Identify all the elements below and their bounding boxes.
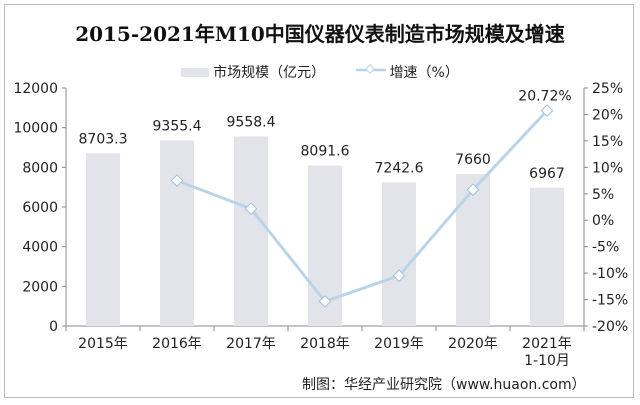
bar-value-label: 8703.3 bbox=[79, 131, 128, 147]
growth-line bbox=[176, 109, 549, 304]
right-tick-label: 10% bbox=[592, 160, 623, 176]
chart-frame bbox=[4, 4, 634, 398]
right-tick-label: -20% bbox=[592, 319, 628, 335]
right-tick-label: -10% bbox=[592, 266, 628, 282]
right-tick-label: -5% bbox=[592, 240, 619, 256]
growth-point bbox=[466, 183, 480, 197]
bar-value-label: 9355.4 bbox=[153, 118, 202, 134]
x-tick-label: 2020年 bbox=[448, 336, 498, 352]
left-tick-label: 10000 bbox=[13, 121, 58, 137]
source-note: 制图：华经产业研究院（www.huaon.com） bbox=[302, 377, 586, 393]
bar bbox=[86, 153, 120, 326]
left-tick-label: 6000 bbox=[22, 200, 58, 216]
x-tick-label: 2018年 bbox=[300, 336, 350, 352]
legend-line-label: 增速（%） bbox=[389, 65, 459, 81]
left-tick-label: 12000 bbox=[13, 81, 58, 97]
left-tick-label: 4000 bbox=[22, 240, 58, 256]
growth-point bbox=[244, 202, 258, 216]
legend: 市场规模（亿元） 增速（%） bbox=[0, 62, 640, 82]
bar bbox=[382, 182, 416, 326]
left-tick-label: 0 bbox=[49, 319, 58, 335]
bar bbox=[160, 140, 194, 326]
growth-point bbox=[392, 269, 406, 283]
x-tick-label: 2021年 bbox=[522, 336, 572, 352]
bar bbox=[456, 174, 490, 326]
right-tick-label: 25% bbox=[592, 81, 623, 97]
growth-point bbox=[170, 174, 184, 187]
legend-line-swatch bbox=[355, 64, 386, 74]
growth-value-label: 20.72% bbox=[518, 89, 571, 105]
bar-value-label: 8091.6 bbox=[301, 144, 350, 160]
left-tick-label: 8000 bbox=[22, 160, 58, 176]
bar-value-label: 7242.6 bbox=[375, 160, 424, 176]
right-tick-label: 0% bbox=[592, 213, 614, 229]
right-tick-label: 20% bbox=[592, 107, 623, 123]
x-tick-label: 2015年 bbox=[78, 336, 128, 352]
bar-value-label: 6967 bbox=[529, 166, 565, 182]
x-tick-label: 2017年 bbox=[226, 336, 276, 352]
right-tick-label: -15% bbox=[592, 293, 628, 309]
left-tick-label: 2000 bbox=[22, 279, 58, 295]
x-tick-label: 2016年 bbox=[152, 336, 202, 352]
bar-value-label: 9558.4 bbox=[227, 114, 276, 130]
x-tick-label: 2019年 bbox=[374, 336, 424, 352]
x-tick-label: 1-10月 bbox=[524, 353, 570, 369]
growth-point bbox=[318, 295, 332, 308]
bar bbox=[234, 136, 268, 326]
growth-point bbox=[540, 104, 554, 118]
legend-bar-label: 市场规模（亿元） bbox=[213, 65, 326, 81]
right-tick-label: 15% bbox=[592, 134, 623, 150]
bar-value-label: 7660 bbox=[455, 152, 491, 168]
chart-title: 2015-2021年M10中国仪器仪表制造市场规模及增速 bbox=[75, 22, 565, 46]
right-tick-label: 5% bbox=[592, 187, 614, 203]
legend-bar-swatch bbox=[181, 67, 210, 77]
bar bbox=[530, 187, 564, 326]
